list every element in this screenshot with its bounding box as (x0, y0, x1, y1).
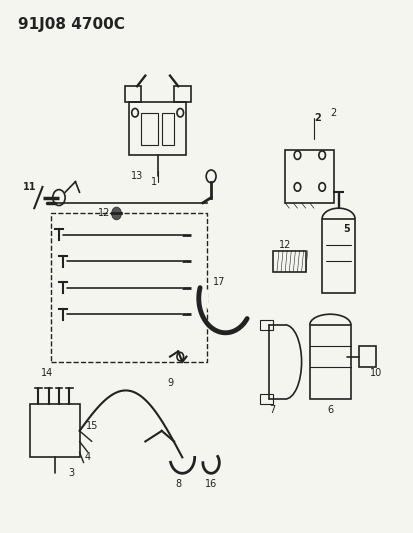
Text: 2: 2 (314, 113, 320, 123)
Bar (260, 394, 272, 405)
Bar (51, 214, 206, 362)
Text: 6: 6 (327, 405, 332, 415)
Bar (285, 150, 334, 203)
Text: 16: 16 (204, 479, 217, 489)
Text: 91J08 4700C: 91J08 4700C (18, 17, 124, 33)
Text: 8: 8 (175, 479, 181, 489)
Text: 15: 15 (85, 421, 98, 431)
Circle shape (112, 207, 121, 220)
Bar (174, 86, 190, 102)
Text: 17: 17 (213, 277, 225, 287)
Text: 3: 3 (68, 469, 74, 478)
Text: 2: 2 (330, 108, 336, 118)
Bar (30, 405, 79, 457)
Bar (309, 325, 350, 399)
Text: 5: 5 (343, 224, 349, 235)
Text: 10: 10 (368, 368, 381, 377)
Text: 7: 7 (269, 405, 275, 415)
Text: 4: 4 (85, 453, 90, 463)
Bar (321, 219, 354, 293)
Text: 11: 11 (24, 182, 37, 192)
Text: 13: 13 (131, 172, 143, 181)
Text: 12: 12 (98, 208, 110, 219)
Text: 1: 1 (150, 176, 156, 187)
Bar (161, 113, 174, 144)
Bar (260, 319, 272, 330)
Bar (128, 102, 186, 155)
Bar (272, 251, 305, 272)
Text: 12: 12 (278, 240, 291, 251)
Bar (358, 346, 375, 367)
Bar (141, 113, 157, 144)
Bar (124, 86, 141, 102)
Text: 9: 9 (166, 378, 173, 388)
Text: 14: 14 (40, 368, 52, 377)
